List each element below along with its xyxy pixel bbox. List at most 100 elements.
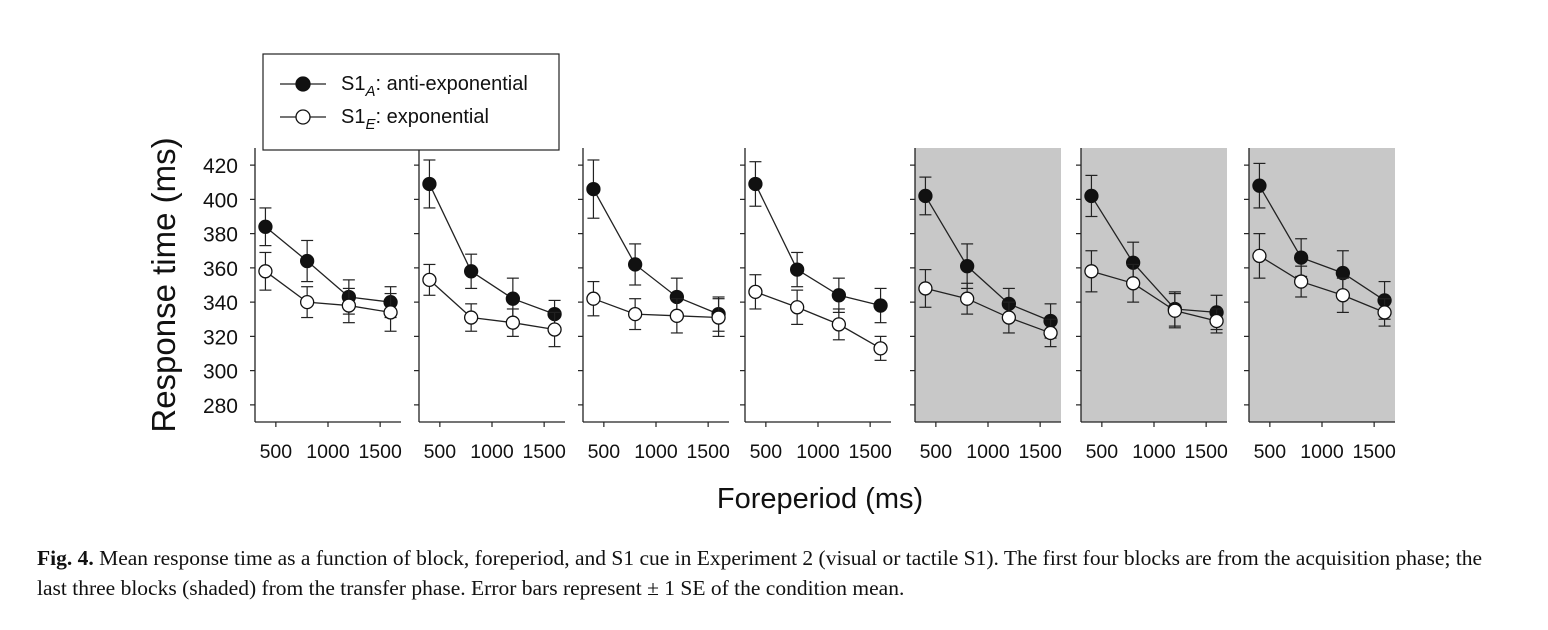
x-tick-label: 500 (1086, 441, 1119, 463)
data-point-E (1001, 310, 1017, 325)
data-point-E (505, 315, 521, 330)
data-point-E (1167, 303, 1183, 318)
data-point-E (1043, 325, 1058, 341)
x-tick-label: 1000 (796, 441, 840, 463)
data-point-E (1335, 288, 1351, 303)
data-point-A (505, 291, 521, 306)
data-point-E (1377, 305, 1392, 320)
data-point-E (547, 322, 562, 337)
legend-marker-A (295, 76, 311, 92)
data-point-E (627, 306, 643, 322)
data-point-A (463, 264, 479, 279)
x-tick-label: 1000 (1132, 441, 1176, 463)
x-tick-label: 500 (750, 441, 783, 463)
x-tick-label: 500 (1254, 441, 1287, 463)
data-point-E (299, 294, 315, 310)
data-point-E (1252, 248, 1267, 264)
data-point-E (1125, 276, 1141, 291)
y-tick-label: 400 (203, 189, 238, 212)
data-point-E (789, 300, 805, 315)
y-axis-label: Response time (ms) (145, 137, 182, 432)
panel-7: 500 1000 1500 (1244, 148, 1396, 463)
panel-2: 500 1000 1500 (414, 148, 566, 463)
panel-4: 500 1000 1500 (740, 148, 892, 463)
series-line-A (265, 226, 391, 303)
y-tick-label: 320 (203, 326, 238, 349)
data-point-A (586, 181, 601, 197)
data-point-A (1293, 250, 1309, 265)
x-tick-label: 500 (260, 441, 293, 463)
data-point-A (959, 259, 975, 274)
data-point-E (258, 264, 273, 279)
x-tick-label: 1000 (966, 441, 1010, 463)
legend-label-rest: : anti-exponential (375, 73, 527, 95)
y-tick-label: 360 (203, 258, 238, 281)
data-point-A (1252, 178, 1267, 193)
legend-label-A: S1A: anti-exponential (341, 73, 528, 100)
data-point-E (341, 298, 357, 313)
y-tick-label: 420 (203, 155, 238, 178)
data-point-E (422, 272, 437, 288)
x-tick-label: 500 (424, 441, 457, 463)
panel-5: 500 1000 1500 (910, 148, 1062, 463)
data-point-E (873, 341, 888, 356)
data-point-E (1084, 264, 1099, 279)
x-tick-label: 1500 (522, 441, 566, 463)
data-point-A (831, 288, 847, 303)
transfer-shade (1249, 148, 1395, 422)
data-point-E (959, 291, 975, 306)
panel-3: 500 1000 1500 (578, 148, 730, 463)
series-line-E (265, 270, 391, 314)
x-tick-label: 1500 (358, 441, 402, 463)
figure-caption: Fig. 4. Mean response time as a function… (37, 543, 1517, 603)
data-point-E (831, 317, 847, 332)
data-point-A (299, 253, 315, 269)
response-time-chart: 500 1000 1500 500 1000 1500 500 1000 1500 500 1000… (145, 53, 1396, 515)
x-tick-label: 1500 (1018, 441, 1062, 463)
panel-1: 500 1000 1500 (250, 148, 402, 463)
data-point-A (627, 257, 643, 272)
series-line-E (755, 291, 881, 349)
legend-label-sub: E (365, 116, 376, 133)
y-tick-label: 300 (203, 361, 238, 384)
data-point-E (711, 310, 726, 325)
legend-label-rest: : exponential (375, 106, 488, 128)
x-tick-label: 500 (920, 441, 953, 463)
x-tick-label: 1000 (470, 441, 514, 463)
y-tick-label: 380 (203, 224, 238, 247)
y-tick-label: 340 (203, 292, 238, 315)
data-point-E (748, 284, 763, 300)
legend-label-main: S1 (341, 106, 365, 128)
chart-panels: 500 1000 1500 500 1000 1500 500 1000 1500 500 1000… (250, 148, 1396, 463)
series-line-E (1259, 255, 1385, 314)
series-line-A (754, 183, 881, 307)
x-tick-label: 1000 (1300, 441, 1344, 463)
series-line-E (1091, 270, 1217, 322)
data-point-E (1293, 274, 1309, 289)
data-point-A (918, 188, 933, 204)
legend-box (262, 53, 560, 151)
series-line-E (428, 279, 555, 331)
panel-6: 500 1000 1500 (1076, 148, 1228, 463)
series-line-A (428, 183, 555, 315)
y-axis: 280 300 320 340 360 380 400 420 (203, 155, 238, 418)
data-point-A (748, 176, 763, 192)
data-point-A (1084, 188, 1099, 204)
x-tick-label: 1500 (686, 441, 730, 463)
data-point-E (383, 305, 398, 320)
legend: S1A: anti-exponential S1E: exponential (262, 53, 560, 151)
data-point-A (422, 176, 437, 192)
y-tick-label: 280 (203, 395, 238, 418)
x-tick-label: 1500 (1184, 441, 1228, 463)
data-point-A (873, 298, 888, 313)
data-point-E (918, 281, 933, 296)
data-point-E (669, 308, 685, 323)
legend-marker-E (295, 109, 311, 125)
data-point-E (463, 310, 479, 325)
data-point-A (789, 262, 805, 277)
data-point-E (1209, 313, 1224, 329)
data-point-A (258, 219, 273, 234)
figure-label: Fig. 4. (37, 546, 94, 570)
x-tick-label: 1000 (306, 441, 350, 463)
x-tick-label: 1500 (1352, 441, 1396, 463)
